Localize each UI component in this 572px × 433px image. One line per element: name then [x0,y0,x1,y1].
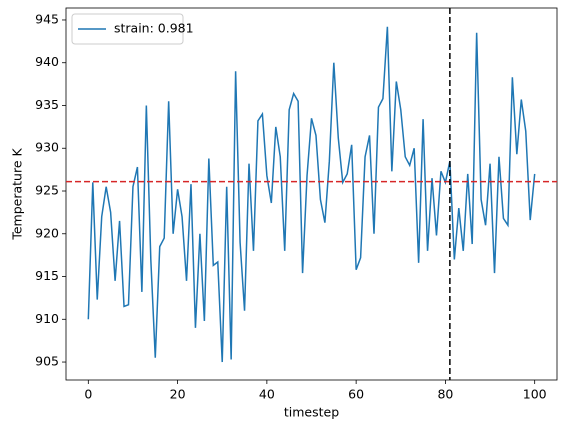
x-tick-label: 0 [84,387,92,402]
data-line [87,26,536,363]
y-tick-label: 935 [35,97,59,112]
x-tick-label: 80 [437,387,453,402]
legend-label: strain: 0.981 [114,21,194,36]
x-tick-label: 40 [259,387,275,402]
axes-frame [65,7,558,381]
y-tick-label: 940 [35,54,59,69]
x-tick-label: 60 [348,387,364,402]
y-tick-label: 930 [35,140,59,155]
y-tick-label: 905 [35,354,59,369]
y-tick-label: 915 [35,268,59,283]
x-tick-label: 100 [523,387,547,402]
y-tick-label: 910 [35,311,59,326]
y-tick-label: 920 [35,225,59,240]
y-axis-label: Temperature K [10,148,25,241]
y-tick-label: 925 [35,183,59,198]
legend-box [71,13,184,45]
x-tick-label: 20 [170,387,186,402]
y-tick-label: 945 [35,11,59,26]
x-axis-label: timestep [284,405,339,420]
